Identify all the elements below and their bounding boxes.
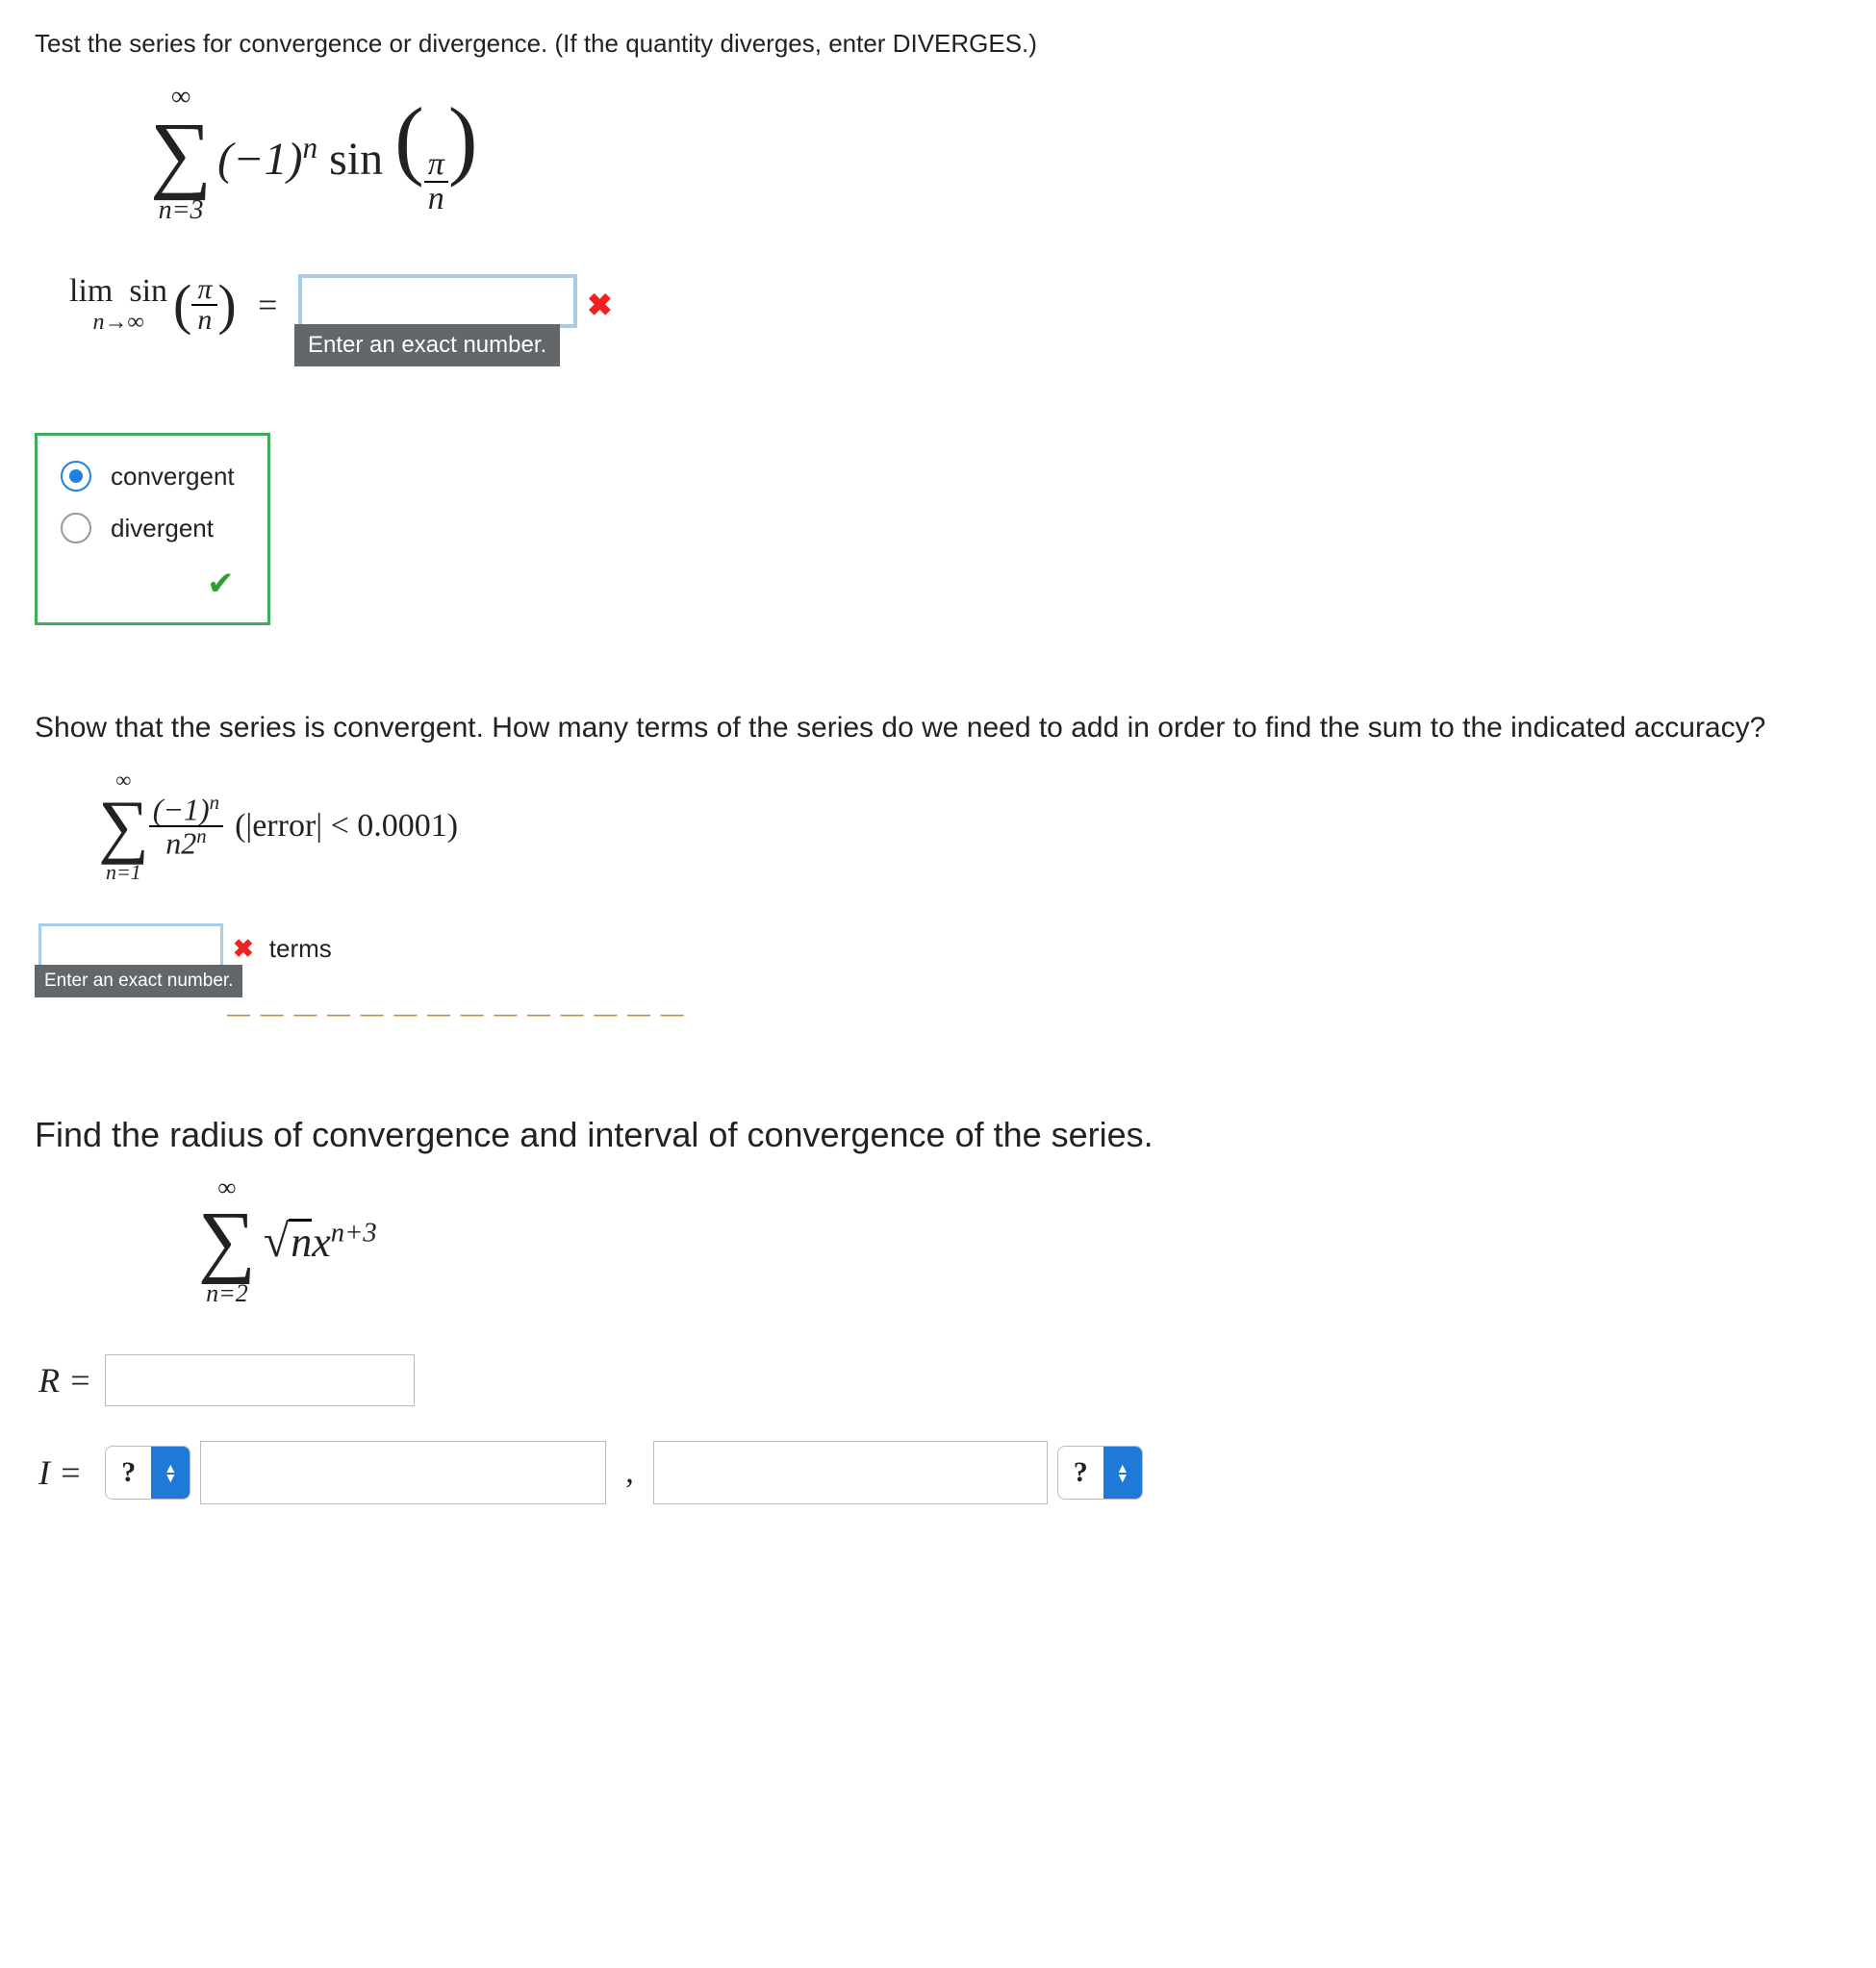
q1-limit-input[interactable] xyxy=(298,274,577,328)
q2-tooltip: Enter an exact number. xyxy=(35,965,242,997)
q1-lim-num: π xyxy=(191,275,217,306)
sigma-icon: ∑ xyxy=(198,1200,256,1281)
q3-right-bracket-select[interactable]: ? ▲▼ xyxy=(1057,1446,1143,1500)
q3-left-bracket-select[interactable]: ? ▲▼ xyxy=(105,1446,190,1500)
q2-terms-label: terms xyxy=(269,934,332,964)
q3-I-row: I = ? ▲▼ , ? ▲▼ xyxy=(38,1441,1841,1504)
q2-num-base: (−1) xyxy=(153,793,210,827)
q2-sigma-bottom: n=1 xyxy=(106,862,141,883)
sigma-icon: ∑ xyxy=(150,111,212,197)
q3-var: x xyxy=(312,1219,331,1266)
q1-lim-den: n xyxy=(191,306,217,335)
q3-I-label: I = xyxy=(38,1452,82,1493)
radio-divergent-label: divergent xyxy=(111,514,214,543)
q3-sigma-bottom: n=2 xyxy=(206,1281,248,1306)
q3-R-label: R = xyxy=(38,1360,91,1400)
q1-limit-sub: n→∞ xyxy=(92,310,143,336)
q1-limit-label: lim xyxy=(69,273,113,309)
q2-den-exp: n xyxy=(196,825,206,847)
question-3: Find the radius of convergence and inter… xyxy=(35,1115,1841,1504)
q1-prompt: Test the series for convergence or diver… xyxy=(35,29,1841,59)
q3-R-input[interactable] xyxy=(105,1354,415,1406)
q2-den-base: n2 xyxy=(165,826,196,861)
q1-frac-den: n xyxy=(424,183,448,215)
q1-limit-row: lim sin n→∞ ( π n ) = Enter an exact num… xyxy=(69,272,1841,337)
q1-term-exp: n xyxy=(303,131,318,164)
q3-series: ∞ ∑ n=2 √nxn+3 xyxy=(198,1173,1841,1306)
q3-exp: n+3 xyxy=(331,1218,377,1248)
q3-R-row: R = xyxy=(38,1354,1841,1406)
q2-accuracy: (|error| < 0.0001) xyxy=(235,808,458,845)
q1-series: ∞ ∑ n=3 (−1)n sin ( π n ) xyxy=(150,82,1841,224)
question-2: Show that the series is convergent. How … xyxy=(35,712,1841,1028)
q1-term-coeff: (−1) xyxy=(217,134,302,185)
q1-radio-group: convergent divergent ✔ xyxy=(35,433,270,625)
q1-term-func: sin xyxy=(329,134,383,185)
question-1: Test the series for convergence or diver… xyxy=(35,29,1841,625)
chevron-updown-icon: ▲▼ xyxy=(1103,1447,1142,1499)
equals-sign: = xyxy=(256,285,279,325)
wrong-icon: ✖ xyxy=(233,934,254,964)
radio-convergent[interactable] xyxy=(61,461,91,492)
q3-prompt: Find the radius of convergence and inter… xyxy=(35,1115,1841,1155)
q1-limit-func: sin xyxy=(129,273,167,309)
chevron-updown-icon: ▲▼ xyxy=(151,1447,190,1499)
wrong-icon: ✖ xyxy=(587,287,613,323)
q2-num-exp: n xyxy=(210,792,219,814)
comma: , xyxy=(625,1454,634,1491)
q2-prompt: Show that the series is convergent. How … xyxy=(35,712,1841,744)
sigma-icon: ∑ xyxy=(98,791,149,862)
q3-I-left-input[interactable] xyxy=(200,1441,606,1504)
q1-frac-num: π xyxy=(424,148,448,183)
q3-right-bracket-value: ? xyxy=(1058,1456,1103,1489)
q2-dashes: — — — — — — — — — — — — — — xyxy=(227,1001,1841,1028)
q2-series: ∞ ∑ n=1 (−1)n n2n (|error| < 0.0001) xyxy=(98,764,1841,883)
q2-input-row: Enter an exact number. ✖ terms xyxy=(38,923,1841,974)
q1-sigma-bottom: n=3 xyxy=(159,197,204,224)
radio-convergent-label: convergent xyxy=(111,462,235,492)
q2-terms-input[interactable] xyxy=(38,923,223,968)
q1-tooltip: Enter an exact number. xyxy=(294,324,560,366)
correct-icon: ✔ xyxy=(207,566,235,602)
radio-divergent[interactable] xyxy=(61,513,91,543)
q3-left-bracket-value: ? xyxy=(106,1456,151,1489)
q3-I-right-input[interactable] xyxy=(653,1441,1048,1504)
q3-radicand: n xyxy=(289,1219,312,1266)
